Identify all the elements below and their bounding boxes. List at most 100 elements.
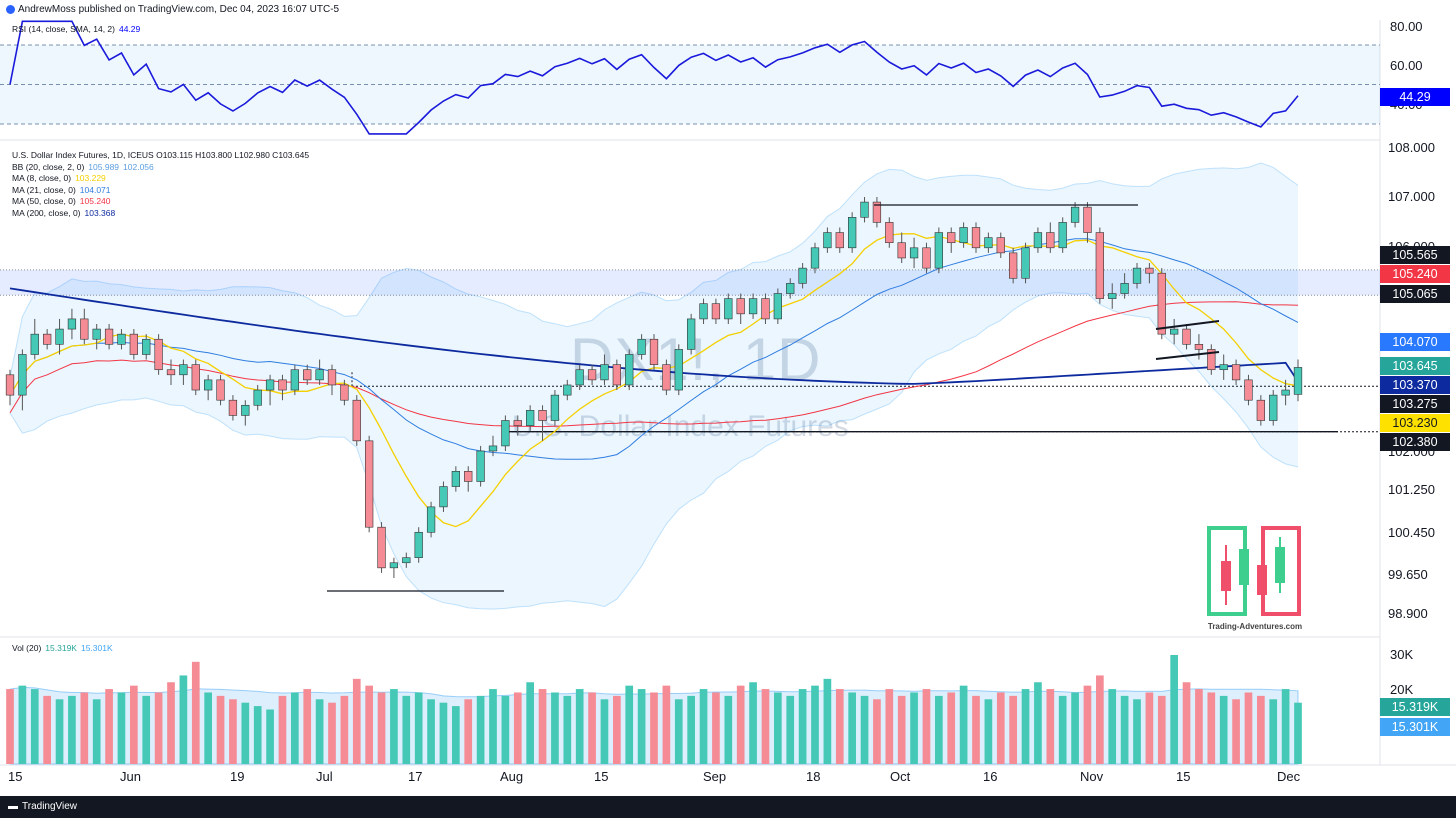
candle-body bbox=[1269, 394, 1278, 421]
candle-body bbox=[587, 369, 597, 381]
candle-body bbox=[798, 267, 807, 284]
volume-bar bbox=[1294, 702, 1302, 764]
candle-body bbox=[1256, 399, 1265, 421]
volume-bar bbox=[823, 678, 832, 764]
candle-body bbox=[897, 242, 906, 259]
rsi-legend[interactable]: RSI (14, close, SMA, 14, 2) 44.29 bbox=[12, 24, 140, 36]
price-legend-label: MA (200, close, 0) bbox=[12, 207, 81, 218]
candle-body bbox=[736, 298, 745, 315]
price-label-ma50: 105.240 bbox=[1380, 265, 1450, 283]
price-label-ma21: 104.070 bbox=[1380, 333, 1450, 351]
price-legend-value: 103.368 bbox=[84, 207, 116, 218]
volume-bar bbox=[947, 692, 956, 764]
footer-bar: ▬ TradingView bbox=[0, 796, 1456, 818]
volume-bar bbox=[476, 695, 485, 764]
candle-body bbox=[1170, 328, 1179, 335]
volume-bar bbox=[526, 682, 534, 764]
volume-bar bbox=[340, 695, 349, 764]
volume-bar bbox=[848, 692, 856, 764]
price-legend-value: 105.989 bbox=[88, 161, 120, 172]
price-legend-value: 104.071 bbox=[79, 184, 111, 195]
volume-bar bbox=[1108, 689, 1117, 764]
volume-bar bbox=[216, 695, 225, 764]
volume-bar bbox=[92, 699, 101, 764]
candle-body bbox=[550, 394, 560, 421]
footer-brand: TradingView bbox=[22, 801, 78, 812]
volume-bar bbox=[204, 692, 212, 764]
candle-body bbox=[996, 237, 1005, 254]
volume-bar bbox=[1232, 699, 1240, 764]
price-tick: 101.250 bbox=[1388, 482, 1435, 497]
rsi-tick: 60.00 bbox=[1390, 58, 1423, 73]
candle-body bbox=[1207, 349, 1216, 371]
volume-legend-value-2: 15.301K bbox=[80, 643, 113, 653]
candle-body bbox=[265, 379, 275, 391]
candle-body bbox=[612, 364, 621, 386]
volume-bar bbox=[1207, 692, 1216, 764]
volume-bar bbox=[774, 692, 782, 764]
volume-legend[interactable]: Vol (20) 15.319K 15.301K bbox=[12, 643, 113, 655]
candle-body bbox=[872, 201, 882, 223]
candle-body bbox=[786, 283, 795, 294]
rsi-legend-value: 44.29 bbox=[118, 24, 141, 34]
volume-bar bbox=[229, 699, 237, 764]
volume-bar bbox=[910, 692, 918, 764]
candle-body bbox=[1293, 367, 1303, 395]
candle-body bbox=[724, 298, 733, 320]
volume-bar bbox=[43, 695, 51, 764]
volume-bar bbox=[68, 695, 76, 764]
price-legend-row: MA (21, close, 0) 104.071 bbox=[12, 185, 309, 197]
volume-bar bbox=[996, 692, 1005, 764]
candle-body bbox=[340, 384, 349, 401]
candle-body bbox=[674, 349, 683, 391]
volume-bar bbox=[291, 692, 299, 764]
candle-body bbox=[414, 531, 423, 558]
volume-bar bbox=[761, 689, 770, 764]
volume-bar bbox=[303, 689, 312, 764]
volume-bar bbox=[513, 692, 522, 764]
price-tick: 108.000 bbox=[1388, 140, 1435, 155]
price-legend-label: MA (50, close, 0) bbox=[12, 196, 76, 206]
volume-bar bbox=[786, 695, 795, 764]
candle-body bbox=[885, 222, 894, 244]
candle-body bbox=[934, 232, 943, 269]
volume-bar bbox=[390, 689, 398, 764]
candle-body bbox=[216, 379, 225, 401]
volume-bar bbox=[1145, 692, 1154, 764]
volume-bar bbox=[489, 689, 497, 764]
price-label-ma8: 103.230 bbox=[1380, 414, 1450, 432]
volume-bar bbox=[984, 699, 993, 764]
volume-bar bbox=[972, 695, 980, 764]
candle-body bbox=[563, 384, 572, 396]
candle-body bbox=[1009, 252, 1018, 279]
volume-bar bbox=[179, 675, 188, 764]
candle-body bbox=[1083, 206, 1092, 233]
price-legend-value: 102.056 bbox=[123, 161, 154, 172]
volume-bar bbox=[154, 692, 163, 764]
candle-body bbox=[823, 232, 832, 249]
volume-bar bbox=[414, 692, 423, 764]
volume-bar bbox=[724, 695, 733, 764]
volume-bar bbox=[687, 695, 695, 764]
candle-body bbox=[711, 303, 721, 320]
candle-body bbox=[166, 369, 176, 376]
candle-body bbox=[860, 201, 869, 218]
candle-body bbox=[18, 354, 27, 396]
candle-body bbox=[662, 364, 671, 391]
candle-body bbox=[501, 420, 510, 447]
volume-bar bbox=[935, 695, 943, 764]
volume-bar bbox=[1244, 692, 1253, 764]
resistance-zone bbox=[0, 269, 1380, 296]
volume-bar bbox=[674, 699, 683, 764]
candle-body bbox=[1157, 272, 1166, 335]
price-tick: 98.900 bbox=[1388, 606, 1428, 621]
avatar-icon bbox=[6, 4, 15, 14]
volume-bar bbox=[897, 695, 906, 764]
price-legend-row: BB (20, close, 2, 0) 105.989 102.056 bbox=[12, 162, 309, 174]
candle-body bbox=[1033, 232, 1043, 249]
candle-body bbox=[55, 328, 64, 345]
candle-body bbox=[327, 369, 337, 386]
price-legend[interactable]: U.S. Dollar Index Futures, 1D, ICEUS O10… bbox=[12, 150, 309, 219]
price-label-105565: 105.565 bbox=[1380, 246, 1450, 264]
